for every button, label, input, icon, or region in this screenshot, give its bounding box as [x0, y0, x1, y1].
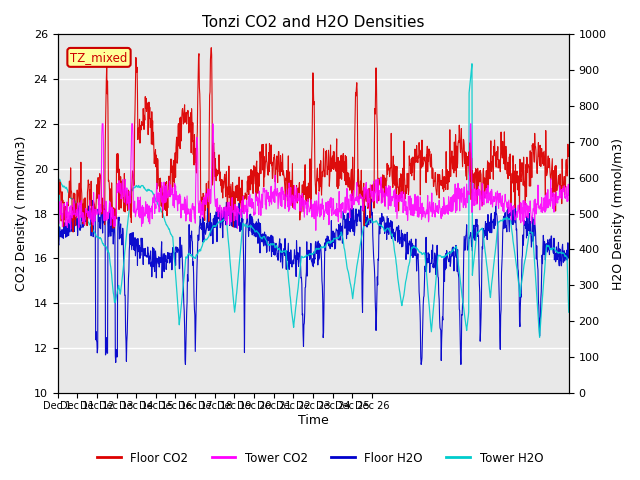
Y-axis label: CO2 Density ( mmol/m3): CO2 Density ( mmol/m3)	[15, 136, 28, 291]
X-axis label: Time: Time	[298, 414, 328, 427]
Title: Tonzi CO2 and H2O Densities: Tonzi CO2 and H2O Densities	[202, 15, 424, 30]
Text: TZ_mixed: TZ_mixed	[70, 51, 128, 64]
Legend: Floor CO2, Tower CO2, Floor H2O, Tower H2O: Floor CO2, Tower CO2, Floor H2O, Tower H…	[92, 447, 548, 469]
Y-axis label: H2O Density (mmol/m3): H2O Density (mmol/m3)	[612, 138, 625, 289]
